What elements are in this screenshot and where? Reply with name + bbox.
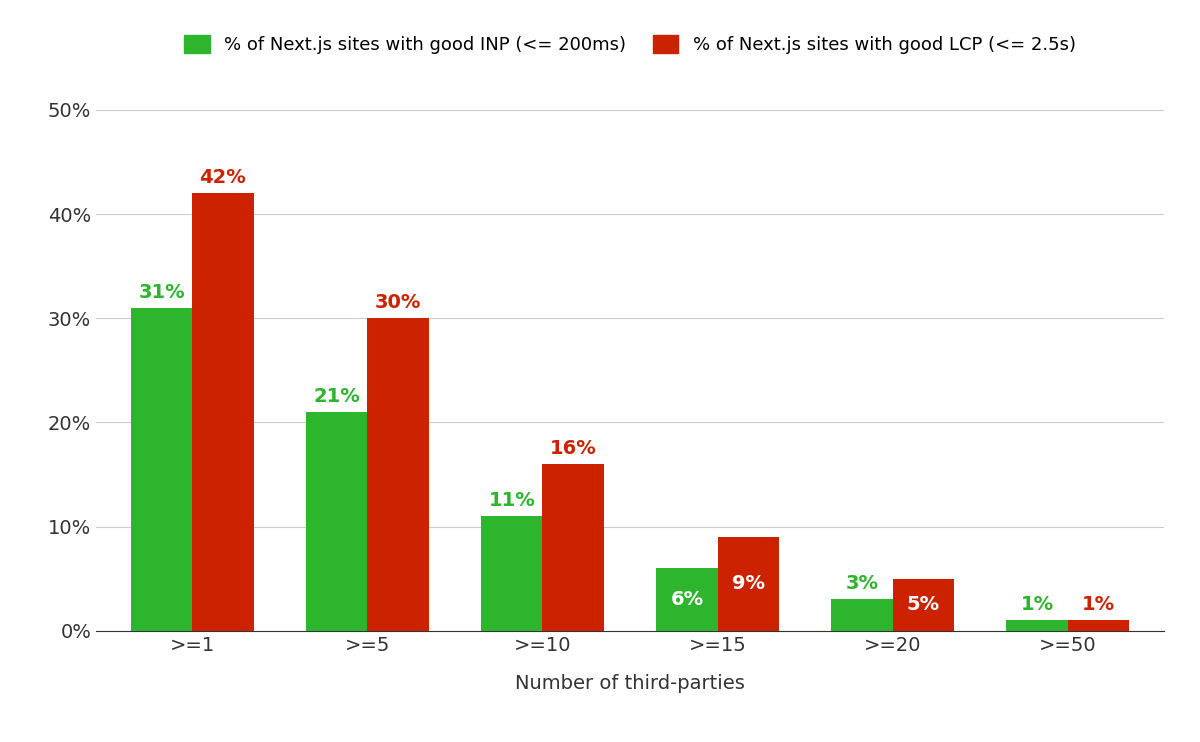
- Bar: [542, 464, 604, 631]
- Bar: [1068, 620, 1129, 631]
- Text: 31%: 31%: [138, 283, 185, 301]
- Text: 21%: 21%: [313, 387, 360, 406]
- Bar: [131, 308, 192, 631]
- Bar: [192, 193, 253, 631]
- Bar: [481, 516, 542, 631]
- Text: 1%: 1%: [1081, 595, 1115, 614]
- Text: 16%: 16%: [550, 439, 596, 458]
- Text: 42%: 42%: [199, 168, 246, 187]
- Text: 5%: 5%: [907, 595, 940, 614]
- Bar: [832, 600, 893, 631]
- Bar: [893, 579, 954, 631]
- Text: 11%: 11%: [488, 491, 535, 510]
- X-axis label: Number of third-parties: Number of third-parties: [515, 674, 745, 693]
- Bar: [367, 318, 428, 631]
- Text: 30%: 30%: [374, 293, 421, 312]
- Text: 6%: 6%: [671, 590, 703, 609]
- Bar: [1007, 620, 1068, 631]
- Text: 3%: 3%: [846, 574, 878, 593]
- Bar: [656, 568, 718, 631]
- Legend: % of Next.js sites with good INP (<= 200ms), % of Next.js sites with good LCP (<: % of Next.js sites with good INP (<= 200…: [178, 27, 1082, 62]
- Text: 1%: 1%: [1020, 595, 1054, 614]
- Bar: [306, 412, 367, 631]
- Bar: [718, 537, 779, 631]
- Text: 9%: 9%: [732, 574, 764, 594]
